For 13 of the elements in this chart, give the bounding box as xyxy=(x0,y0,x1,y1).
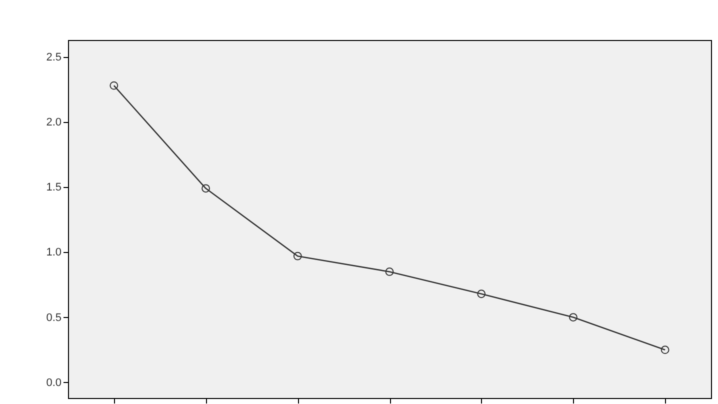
y-tick-label: 2.0 xyxy=(46,116,62,129)
point xyxy=(660,346,670,354)
y-tick-label: 0.5 xyxy=(46,312,62,324)
point xyxy=(477,290,486,298)
point xyxy=(110,81,118,90)
y-tick-label: 0.0 xyxy=(46,376,62,389)
y-tick-label: 1.5 xyxy=(46,182,62,194)
point xyxy=(569,313,578,322)
point xyxy=(202,184,210,193)
point xyxy=(385,268,394,276)
point xyxy=(293,252,302,260)
y-tick-label: 2.5 xyxy=(46,51,62,64)
y-tick-label: 1.0 xyxy=(46,246,62,259)
